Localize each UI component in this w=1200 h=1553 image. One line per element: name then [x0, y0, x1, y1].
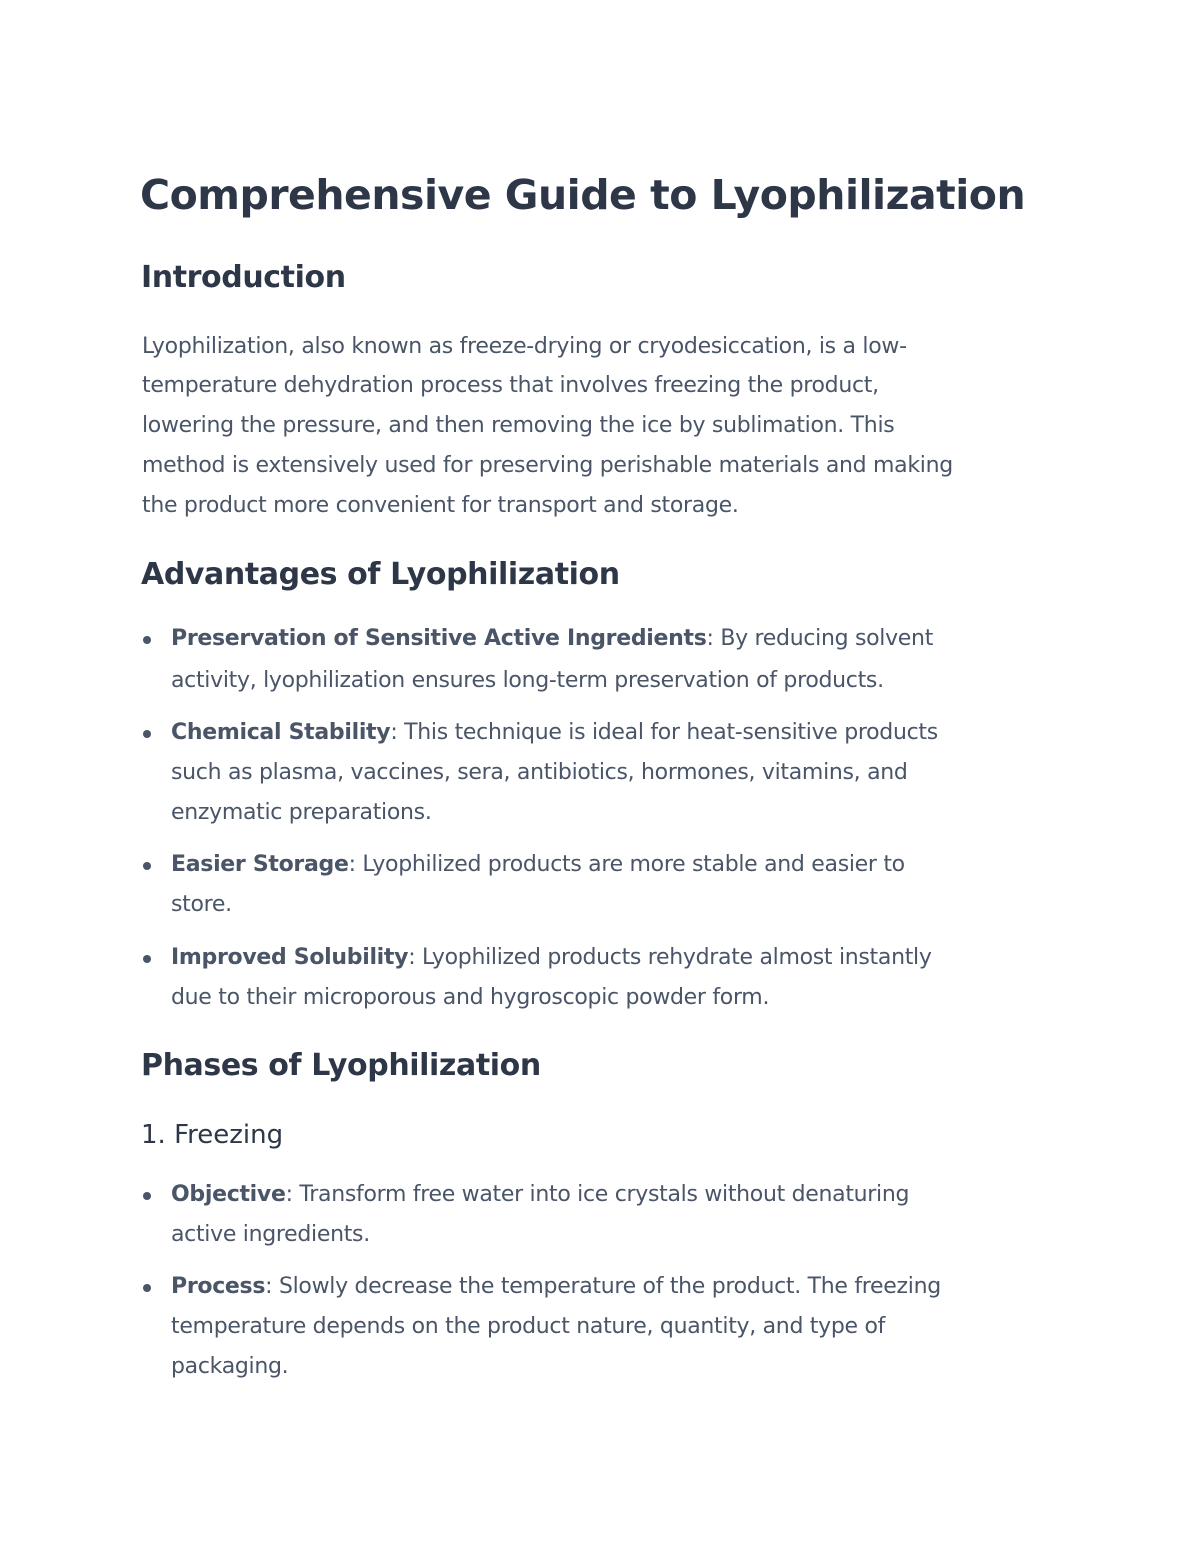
item-label: Improved Solubility	[171, 945, 409, 970]
item-text: : Lyophilized products rehydrate almost …	[408, 945, 932, 970]
bullet-icon	[143, 636, 151, 644]
page-title: Comprehensive Guide to Lyophilization	[140, 171, 1026, 219]
bullet-icon	[143, 862, 151, 870]
item-text: : By reducing solvent	[706, 626, 934, 651]
bullet-icon	[143, 955, 151, 963]
section-heading-advantages: Advantages of Lyophilization	[141, 557, 620, 592]
list-item: Easier Storage: Lyophilized products are…	[171, 845, 905, 885]
paragraph-line: the product more convenient for transpor…	[142, 493, 739, 518]
paragraph-line: lowering the pressure, and then removing…	[142, 413, 895, 438]
list-item: Preservation of Sensitive Active Ingredi…	[171, 619, 933, 659]
list-item-continuation: due to their microporous and hygroscopic…	[171, 985, 770, 1010]
list-item-continuation: active ingredients.	[171, 1222, 370, 1247]
item-text: : Transform free water into ice crystals…	[285, 1182, 910, 1207]
item-label: Easier Storage	[171, 852, 349, 877]
bullet-icon	[143, 730, 151, 738]
bullet-icon	[143, 1284, 151, 1292]
item-text: : Lyophilized products are more stable a…	[348, 852, 906, 877]
list-item: Improved Solubility: Lyophilized product…	[171, 938, 932, 978]
subsection-heading-freezing: 1. Freezing	[141, 1120, 284, 1150]
list-item-continuation: activity, lyophilization ensures long-te…	[171, 668, 884, 693]
list-item: Process: Slowly decrease the temperature…	[171, 1267, 941, 1307]
paragraph-line: Lyophilization, also known as freeze-dry…	[142, 334, 907, 359]
bullet-icon	[143, 1192, 151, 1200]
item-label: Chemical Stability	[171, 720, 391, 745]
list-item-continuation: packaging.	[171, 1354, 289, 1379]
list-item-continuation: enzymatic preparations.	[171, 800, 432, 825]
list-item-continuation: temperature depends on the product natur…	[171, 1314, 886, 1339]
list-item: Objective: Transform free water into ice…	[171, 1175, 909, 1215]
list-item-continuation: store.	[171, 892, 232, 917]
list-item: Chemical Stability: This technique is id…	[171, 713, 938, 753]
item-label: Objective	[171, 1182, 286, 1207]
section-heading-phases: Phases of Lyophilization	[141, 1048, 541, 1083]
item-text: : This technique is ideal for heat-sensi…	[390, 720, 938, 745]
item-text: : Slowly decrease the temperature of the…	[265, 1274, 941, 1299]
list-item-continuation: such as plasma, vaccines, sera, antibiot…	[171, 760, 908, 785]
paragraph-line: method is extensively used for preservin…	[142, 453, 953, 478]
paragraph-line: temperature dehydration process that inv…	[142, 373, 879, 398]
item-label: Process	[171, 1274, 266, 1299]
section-heading-introduction: Introduction	[141, 260, 346, 295]
item-label: Preservation of Sensitive Active Ingredi…	[171, 626, 707, 651]
